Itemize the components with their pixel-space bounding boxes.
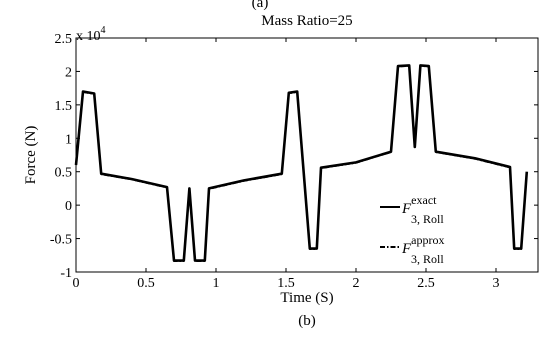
y-tick-label: 2 — [65, 65, 72, 80]
y-multiplier-exponent: 4 — [101, 25, 106, 36]
legend-approx-sup: approx — [411, 233, 444, 247]
x-tick-label: 1.5 — [277, 276, 295, 291]
legend-label-approx: Fapprox — [401, 233, 445, 257]
plot-area-frame — [75, 37, 539, 273]
legend-exact-main: F — [401, 201, 412, 217]
y-tick-label: -1 — [60, 266, 72, 281]
y-multiplier-base: x 10 — [76, 29, 101, 44]
x-tick-label: 0.5 — [137, 276, 155, 291]
y-tick-label: 0.5 — [55, 166, 73, 181]
y-tick-label: 2.5 — [55, 32, 73, 47]
series-line-exact — [74, 64, 529, 262]
legend: Fexact 3, Roll Fapprox 3, Roll — [380, 193, 445, 266]
y-tick-label: -0.5 — [50, 233, 72, 248]
bottom-caption: (b) — [298, 313, 316, 329]
x-tick-label: 2 — [353, 276, 360, 291]
chart-title: Mass Ratio=25 — [261, 13, 352, 29]
legend-label-exact: Fexact — [401, 193, 437, 217]
y-axis-label: Force (N) — [23, 126, 39, 185]
x-tick-label: 2.5 — [417, 276, 435, 291]
x-tick-label: 1 — [213, 276, 220, 291]
x-axis-label: Time (S) — [280, 290, 333, 306]
top-caption: (a) — [252, 0, 269, 11]
x-tick-label: 3 — [493, 276, 500, 291]
y-tick-label: 0 — [65, 199, 72, 214]
y-tick-label: 1 — [65, 132, 72, 147]
legend-approx-sub: 3, Roll — [411, 252, 444, 266]
x-tick-label: 0 — [73, 276, 80, 291]
y-tick-label: 1.5 — [55, 99, 73, 114]
series-line-approx — [75, 65, 528, 262]
legend-exact-sup: exact — [411, 193, 437, 207]
legend-exact-sub: 3, Roll — [411, 212, 444, 226]
y-multiplier: x 104 — [76, 25, 106, 44]
legend-approx-main: F — [401, 241, 412, 257]
